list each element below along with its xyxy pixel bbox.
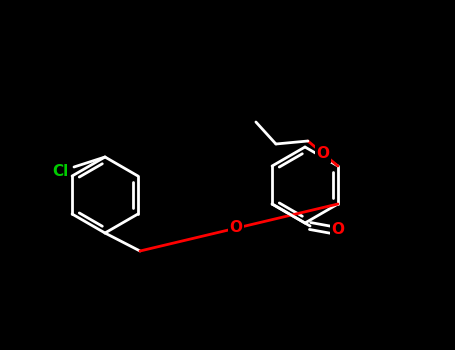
Text: O: O (332, 223, 344, 238)
Text: O: O (229, 220, 243, 235)
Text: O: O (316, 146, 329, 161)
Text: Cl: Cl (52, 164, 68, 180)
